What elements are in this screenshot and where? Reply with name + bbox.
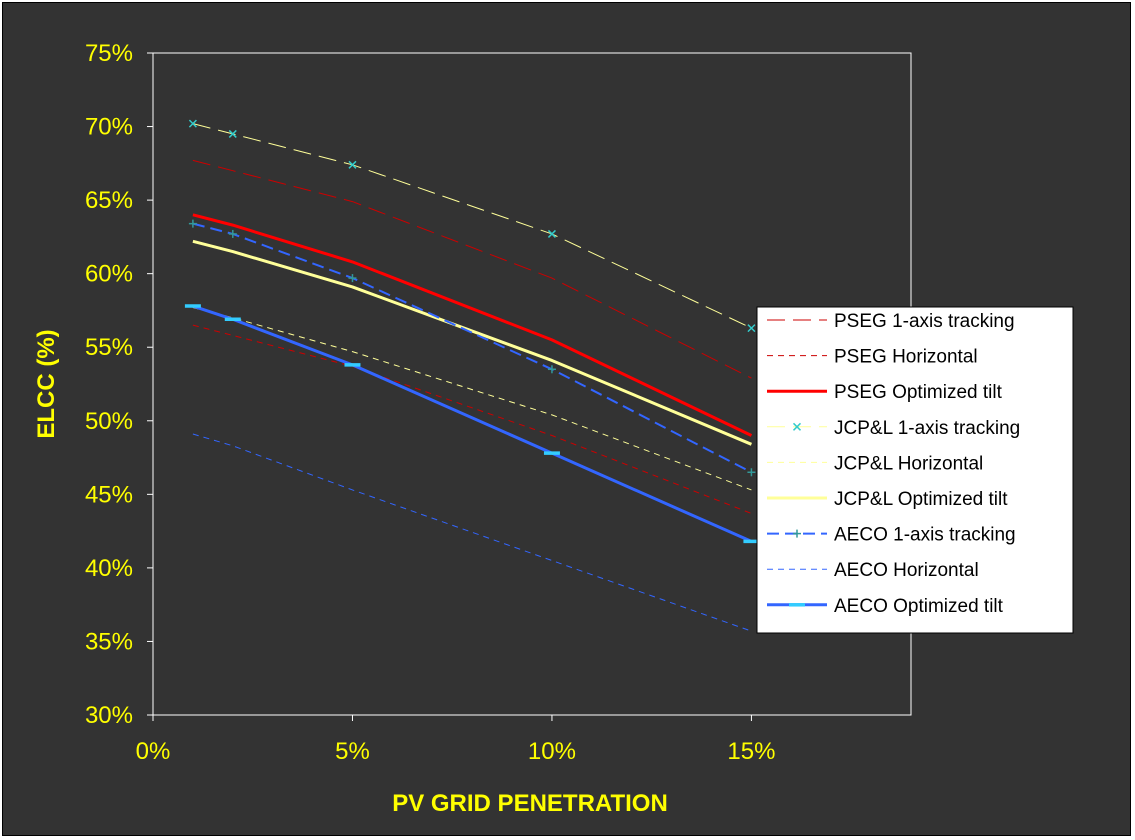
- legend-label: JCP&L 1-axis tracking: [834, 418, 1020, 439]
- x-tick-label: 15%: [727, 738, 775, 765]
- legend-label: JCP&L Horizontal: [834, 453, 983, 474]
- series-pseg-1-axis-tracking: [192, 159, 752, 379]
- y-tick-label: 45%: [85, 481, 133, 508]
- legend-marker: [793, 529, 801, 538]
- y-tick-label: 40%: [85, 555, 133, 582]
- y-tick-label: 35%: [85, 628, 133, 655]
- legend-label: PSEG Horizontal: [834, 347, 978, 368]
- series-pseg-optimized-tilt: [192, 213, 753, 437]
- data-point: [348, 274, 357, 283]
- legend-label: PSEG Optimized tilt: [834, 382, 1003, 403]
- y-tick-label: 70%: [85, 114, 133, 141]
- series-line: [192, 304, 753, 543]
- data-point: [348, 160, 357, 169]
- legend-item: AECO Horizontal: [767, 560, 979, 581]
- data-point: [547, 365, 556, 374]
- legend-item: JCP&L Optimized tilt: [767, 489, 1008, 510]
- legend-item: JCP&L Horizontal: [767, 453, 983, 474]
- y-tick-label: 50%: [85, 408, 133, 435]
- series-aeco-horizontal: [192, 433, 752, 632]
- y-tick-label: 60%: [85, 261, 133, 288]
- x-tick-label: 5%: [335, 738, 370, 765]
- legend-label: AECO Optimized tilt: [834, 596, 1004, 617]
- y-tick-label: 55%: [85, 334, 133, 361]
- series-line: [192, 433, 752, 632]
- legend-item: PSEG 1-axis tracking: [767, 311, 1015, 332]
- series-pseg-horizontal: [192, 324, 752, 514]
- data-point: [188, 119, 197, 128]
- data-point: [228, 129, 237, 138]
- legend-marker: [792, 422, 802, 431]
- y-tick-label: 65%: [85, 187, 133, 214]
- series-line: [192, 222, 752, 474]
- legend-item: JCP&L 1-axis tracking: [767, 418, 1020, 439]
- x-axis: 0% 5% 10% 15%: [136, 715, 775, 765]
- x-tick-label: 10%: [528, 738, 576, 765]
- series-line: [192, 213, 753, 437]
- series-aeco-1-axis-tracking: [188, 219, 756, 477]
- legend-item: PSEG Horizontal: [767, 347, 978, 368]
- x-tick-label: 0%: [136, 738, 171, 765]
- series-jcpl-1-axis-tracking: [188, 119, 756, 333]
- y-tick-label: 75%: [85, 40, 133, 67]
- legend-label: PSEG 1-axis tracking: [834, 311, 1015, 332]
- series-aeco-optimized-tilt: [184, 304, 760, 544]
- data-point: [747, 324, 756, 333]
- data-point: [747, 468, 756, 477]
- series-line: [192, 239, 753, 446]
- series-layer: [184, 119, 760, 632]
- y-tick-label: 30%: [85, 702, 133, 729]
- legend-item: PSEG Optimized tilt: [767, 382, 1003, 403]
- legend-label: AECO 1-axis tracking: [834, 525, 1016, 546]
- x-axis-title: PV GRID PENETRATION: [392, 790, 668, 817]
- series-line: [192, 123, 752, 329]
- series-jcpl-optimized-tilt: [192, 239, 753, 446]
- y-axis-title: ELCC (%): [33, 329, 60, 438]
- series-line: [192, 324, 752, 514]
- legend: PSEG 1-axis tracking PSEG Horizontal PSEG …: [756, 306, 1074, 634]
- legend-box: [756, 306, 1074, 634]
- data-point: [228, 229, 237, 238]
- legend-item: AECO 1-axis tracking: [767, 525, 1016, 546]
- legend-label: AECO Horizontal: [834, 560, 979, 581]
- data-point: [188, 219, 197, 228]
- y-axis: 30% 35% 40% 45% 50% 55% 60% 65% 70% 75%: [85, 40, 153, 729]
- legend-item: AECO Optimized tilt: [767, 596, 1004, 617]
- series-line: [192, 159, 752, 379]
- legend-label: JCP&L Optimized tilt: [834, 489, 1008, 510]
- data-point: [547, 229, 556, 238]
